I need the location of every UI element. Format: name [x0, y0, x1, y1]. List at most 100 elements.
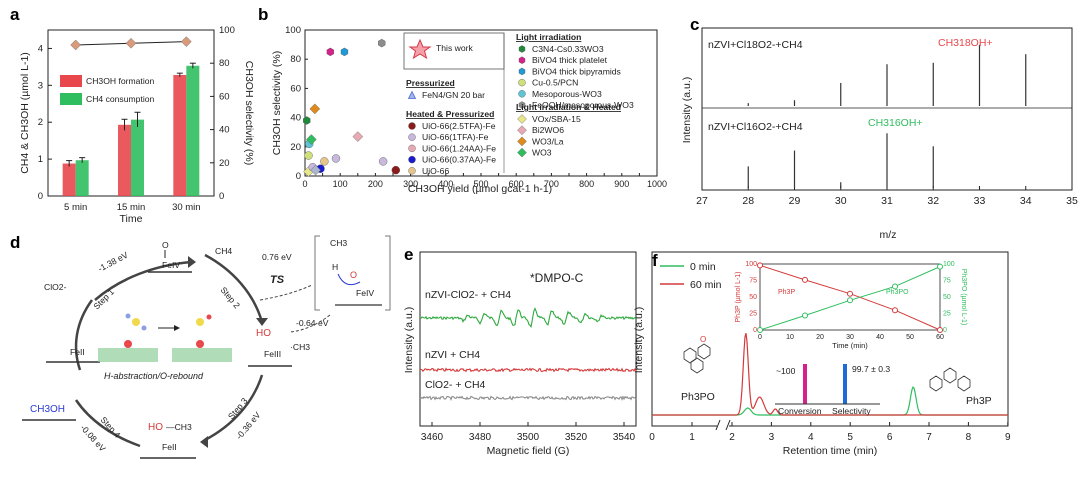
legend-label-b: UiO-66(1.24AA)-Fe [422, 143, 496, 153]
inset-point-ph3p [892, 307, 898, 314]
inset-legend-ph3po: Ph3PO [886, 289, 909, 296]
x-label-f: Retention time (min) [783, 445, 878, 457]
x-tick-label-e: 3540 [613, 432, 636, 443]
data-point-b [378, 38, 386, 48]
selectivity-label: Selectivity [832, 406, 871, 416]
atom-icon [141, 325, 147, 331]
data-point-b [306, 134, 317, 145]
energy-label-3: -0.64 eV [296, 318, 329, 328]
cycle-arrow-step3 [204, 374, 264, 442]
ts-dashed-arrow [259, 284, 313, 301]
x-tick-label-e: 3520 [565, 432, 588, 443]
inset-legend-ph3p: Ph3P [778, 289, 795, 296]
x-tick-label-b: 400 [438, 179, 453, 189]
x-tick-label-a: 15 min [117, 202, 146, 213]
inset-point-ph3p [847, 290, 853, 297]
selectivity-bar [843, 364, 847, 404]
x-tick-label-a: 5 min [64, 202, 87, 213]
y-tick-label-a: 4 [38, 43, 43, 54]
y-tick-label-a: 1 [38, 154, 43, 165]
bar-a-0 [118, 124, 131, 196]
legend-heading-light-heated: Light irradiation & Heated [516, 102, 621, 112]
clo2-species: ClO2- [44, 282, 67, 292]
arrowhead-icon [174, 325, 180, 331]
chromatogram-60min [652, 333, 1008, 416]
x-tick-label-b: 1000 [647, 179, 667, 189]
bar-a-0 [173, 75, 187, 196]
x-tick-label-b: 0 [302, 179, 307, 189]
x-tick-label-e: 3500 [517, 432, 540, 443]
ts-curved-arrow [337, 273, 361, 286]
x-tick-label-c: 30 [835, 195, 847, 207]
fe-iii-right: FeIII [264, 349, 281, 359]
inset-x-tick-label: 0 [758, 334, 762, 341]
y-label-c: Intensity (a.u.) [681, 77, 693, 144]
x-tick-label-c: 35 [1066, 195, 1078, 207]
y-tick-label-b: 100 [285, 25, 301, 36]
legend-label-b: WO3/La [532, 136, 564, 146]
y-label-a: CH4 & CH3OH (µmol L-1) [19, 52, 31, 174]
bar-a-1 [186, 65, 200, 196]
inset-x-tick-label: 60 [936, 334, 944, 341]
ho-right: HO [256, 328, 271, 339]
plot-frame-f [651, 251, 1009, 427]
inset-x-tick-label: 20 [816, 334, 824, 341]
x-tick-label-b: 300 [403, 179, 418, 189]
x-tick-label-f: 4 [808, 432, 814, 443]
y2-tick-label-a: 20 [219, 158, 230, 169]
methyl-radical: ·CH3 [290, 342, 310, 352]
inset-point-ph3p [802, 276, 808, 283]
inset-point-ph3p [757, 262, 763, 269]
axis-break-mark [725, 419, 731, 431]
y2-tick-label-a: 40 [219, 125, 230, 136]
y2-tick-label-a: 0 [219, 191, 224, 202]
legend-marker-b [517, 114, 527, 124]
energy-label-1: -1.38 eV [96, 250, 130, 274]
conversion-bar [803, 364, 807, 404]
legend-label-b: VOx/SBA-15 [532, 114, 581, 124]
lattice-slab-icon [98, 348, 158, 362]
x-tick-label-f: 1 [689, 432, 695, 443]
ch3-bottom: —CH3 [166, 422, 192, 432]
series-label-e2: nZVI + CH4 [425, 349, 480, 361]
x-label-e: Magnetic field (G) [487, 445, 570, 457]
y2-label-a: CH3OH selectivity (%) [243, 61, 255, 165]
ts-ch3: CH3 [330, 238, 347, 248]
cycle-arrow-step4b [74, 299, 94, 371]
conversion-selectivity: ~100 99.7 ± 0.3 Conversion Selectivity [775, 364, 890, 416]
inset-y2-tick-label: 0 [943, 327, 947, 334]
y2-tick-label-a: 60 [219, 91, 230, 102]
inset-x-tick-label: 30 [846, 334, 854, 341]
selectivity-line-a [70, 36, 192, 51]
cycle-arrow-step4 [74, 399, 141, 448]
series-label-e1: nZVI-ClO2- + CH4 [425, 289, 511, 301]
legend-label-b: WO3 [532, 148, 552, 158]
x-tick-label-a: 30 min [172, 202, 201, 213]
x-tick-label-f: 5 [847, 432, 853, 443]
legend-a: CH3OH formation CH4 consumption [60, 75, 155, 105]
x-tick-label-c: 33 [974, 195, 986, 207]
inset-point-ph3po [937, 263, 943, 270]
inner-illustration: H-abstraction/O-rebound [98, 313, 232, 381]
inset-y2-tick-label: 25 [943, 311, 951, 318]
conversion-label: Conversion [778, 406, 822, 416]
legend-marker-b [408, 133, 416, 141]
bars-a [62, 62, 200, 196]
x-tick-label-e: 3460 [421, 432, 444, 443]
legend-label-b: BiVO4 thick platelet [532, 55, 608, 65]
y-tick-label-a: 0 [38, 191, 43, 202]
top-condition-label: nZVI+Cl18O2-+CH4 [708, 39, 803, 51]
panel-label-f: f [652, 251, 658, 270]
x-tick-label-b: 900 [614, 179, 629, 189]
legend-heading-pressurized: Pressurized [406, 78, 455, 88]
x-tick-label-c: 28 [742, 195, 754, 207]
data-point-b [309, 103, 321, 115]
x-tick-label-b: 200 [368, 179, 383, 189]
legend-label-b: C3N4-Cs0.33WO3 [532, 44, 604, 54]
x-tick-label-c: 34 [1020, 195, 1032, 207]
legend-marker-b [518, 101, 526, 109]
legend-label-60min: 60 min [690, 279, 722, 291]
inset-y-label: Ph3P (µmol L-1) [735, 272, 742, 323]
inset-point-ph3po [757, 327, 763, 333]
